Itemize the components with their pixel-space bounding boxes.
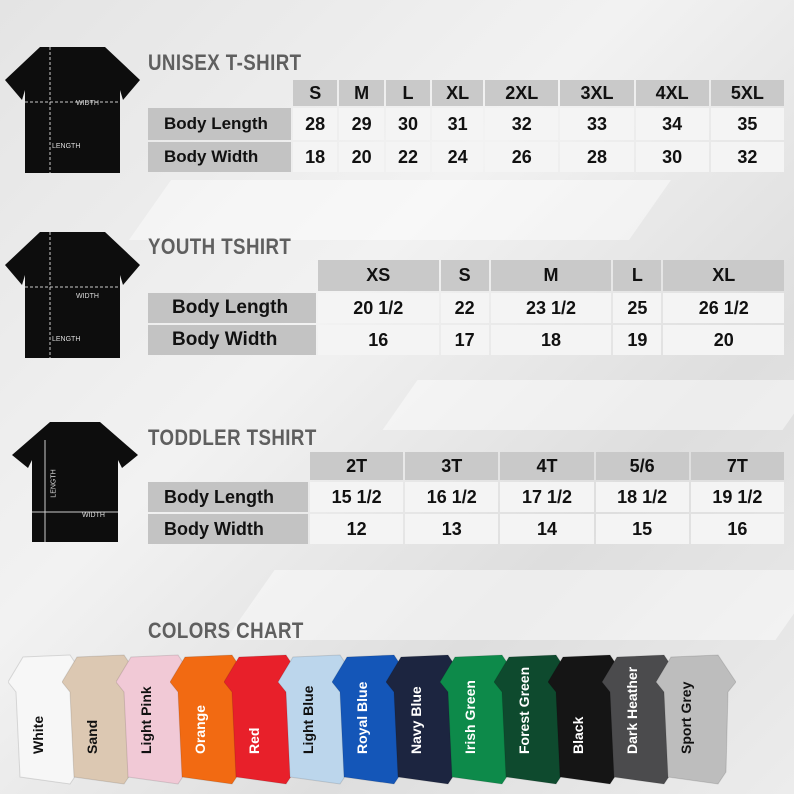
cell: 20 — [339, 142, 384, 172]
size-header: 5/6 — [595, 452, 689, 480]
size-header: S — [440, 260, 489, 291]
size-header: 2XL — [485, 80, 559, 106]
cell: 12 — [310, 514, 404, 544]
cell: 18 — [490, 325, 612, 355]
row-label: Body Width — [148, 514, 308, 544]
youth-size-table: XS S M L XL Body Length 20 1/2 22 23 1/2 25 26 1… — [146, 258, 786, 357]
cell: 19 1/2 — [690, 482, 784, 512]
cell: 32 — [710, 142, 784, 172]
youth-shirt-diagram — [5, 232, 140, 358]
size-header: 2T — [310, 452, 404, 480]
cell: 34 — [635, 108, 709, 140]
length-label: LENGTH — [52, 336, 81, 343]
cell: 23 1/2 — [490, 293, 612, 323]
bg-stripe — [225, 570, 794, 640]
toddler-title: TODDLER TSHIRT — [148, 425, 317, 450]
cell: 26 1/2 — [663, 293, 784, 323]
cell: 22 — [440, 293, 489, 323]
cell: 15 — [595, 514, 689, 544]
cell: 17 — [440, 325, 489, 355]
toddler-shirt-diagram — [12, 422, 138, 542]
cell: 35 — [710, 108, 784, 140]
width-label: WIDTH — [82, 512, 105, 519]
row-label: Body Length — [148, 482, 308, 512]
size-header: L — [385, 80, 431, 106]
color-name: Forest Green — [516, 666, 532, 754]
bg-stripe — [382, 380, 794, 430]
cell: 13 — [405, 514, 499, 544]
size-header: 4T — [500, 452, 594, 480]
cell: 19 — [613, 325, 662, 355]
cell: 17 1/2 — [500, 482, 594, 512]
unisex-size-table: S M L XL 2XL 3XL 4XL 5XL Body Length 28 29 30 31 32… — [146, 78, 786, 174]
width-label: WIDTH — [76, 100, 99, 107]
size-header: 3T — [405, 452, 499, 480]
cell: 24 — [432, 142, 484, 172]
color-name: Sand — [84, 719, 100, 754]
cell: 26 — [485, 142, 559, 172]
cell: 30 — [385, 108, 431, 140]
cell: 31 — [432, 108, 484, 140]
cell: 18 1/2 — [595, 482, 689, 512]
size-header: XL — [432, 80, 484, 106]
size-header: 5XL — [710, 80, 784, 106]
size-header: XS — [318, 260, 439, 291]
row-label: Body Width — [148, 142, 291, 172]
cell: 18 — [293, 142, 338, 172]
cell: 20 — [663, 325, 784, 355]
cell: 15 1/2 — [310, 482, 404, 512]
cell: 25 — [613, 293, 662, 323]
cell: 29 — [339, 108, 384, 140]
unisex-title: UNISEX T-SHIRT — [148, 50, 302, 75]
row-label: Body Length — [148, 293, 316, 323]
row-label: Body Width — [148, 325, 316, 355]
cell: 14 — [500, 514, 594, 544]
length-label: LENGTH — [52, 143, 81, 150]
size-header: 7T — [690, 452, 784, 480]
size-header: L — [613, 260, 662, 291]
color-name: Dark Heather — [624, 666, 640, 754]
cell: 28 — [293, 108, 338, 140]
color-name: Light Blue — [300, 685, 316, 754]
cell: 32 — [485, 108, 559, 140]
size-header: M — [490, 260, 612, 291]
size-header: M — [339, 80, 384, 106]
cell: 16 — [690, 514, 784, 544]
row-label: Body Length — [148, 108, 291, 140]
cell: 20 1/2 — [318, 293, 439, 323]
color-name: Irish Green — [462, 680, 478, 754]
cell: 33 — [560, 108, 634, 140]
cell: 30 — [635, 142, 709, 172]
color-name: Navy Blue — [408, 686, 424, 754]
length-label: LENGTH — [50, 469, 58, 498]
colors-title: COLORS CHART — [148, 618, 304, 643]
bg-stripe — [128, 180, 672, 240]
size-header: 4XL — [635, 80, 709, 106]
color-name: Orange — [192, 704, 208, 754]
size-header: S — [293, 80, 338, 106]
color-name: Black — [570, 716, 586, 754]
cell: 16 1/2 — [405, 482, 499, 512]
color-name: White — [30, 715, 46, 754]
cell: 22 — [385, 142, 431, 172]
width-label: WIDTH — [76, 293, 99, 300]
color-name: Red — [246, 727, 262, 754]
size-header: XL — [663, 260, 784, 291]
cell: 16 — [318, 325, 439, 355]
color-shirt: Sport Grey — [655, 652, 737, 787]
unisex-shirt-diagram — [5, 47, 140, 173]
toddler-size-table: 2T 3T 4T 5/6 7T Body Length 15 1/2 16 1/2 17 1… — [146, 450, 786, 546]
color-name: Sport Grey — [678, 681, 694, 754]
color-name: Light Pink — [138, 686, 154, 754]
size-header: 3XL — [560, 80, 634, 106]
youth-title: YOUTH TSHIRT — [148, 234, 292, 259]
cell: 28 — [560, 142, 634, 172]
color-name: Royal Blue — [354, 681, 370, 754]
